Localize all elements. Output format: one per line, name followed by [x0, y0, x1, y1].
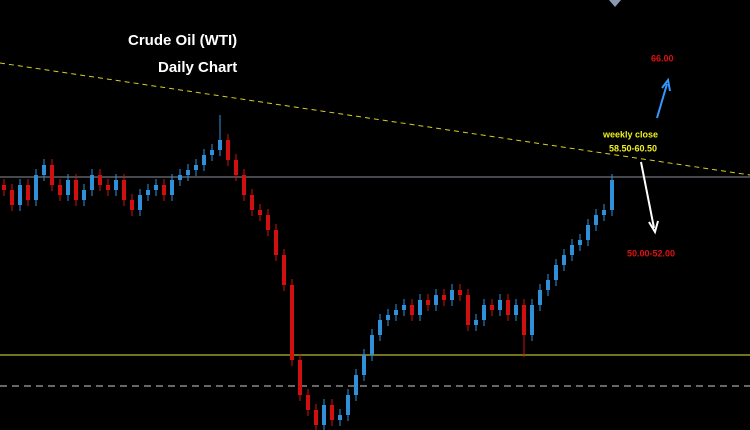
trend-line — [0, 62, 750, 176]
candle-body — [498, 300, 502, 310]
candle-body — [258, 210, 262, 215]
candle-body — [554, 265, 558, 280]
candle-body — [298, 360, 302, 395]
arrow-up — [656, 83, 668, 119]
candle-body — [458, 290, 462, 295]
arrow-down — [640, 161, 655, 229]
candle-body — [114, 180, 118, 190]
candle-body — [226, 140, 230, 160]
candle-body — [90, 175, 94, 190]
arrow-head — [661, 77, 671, 92]
candle-body — [530, 305, 534, 335]
chart-subtitle: Daily Chart — [158, 59, 237, 76]
target-label: 50.00-52.00 — [627, 248, 675, 258]
candle-body — [522, 305, 526, 335]
candle-body — [106, 185, 110, 190]
candle-body — [74, 180, 78, 200]
candle-body — [426, 300, 430, 305]
candle-body — [282, 255, 286, 285]
candle-body — [82, 190, 86, 200]
candle-body — [34, 175, 38, 200]
candle-body — [2, 185, 6, 190]
candle-body — [490, 305, 494, 310]
candle-body — [346, 395, 350, 415]
candle-body — [506, 300, 510, 315]
annotation: weekly close — [602, 129, 658, 139]
candle-body — [322, 405, 326, 425]
candle-body — [578, 240, 582, 245]
candle-body — [26, 185, 30, 200]
candle-body — [194, 165, 198, 170]
candle-body — [202, 155, 206, 165]
candle-body — [338, 415, 342, 420]
candles — [2, 115, 614, 430]
candle-body — [330, 405, 334, 420]
candle-body — [122, 180, 126, 200]
candle-body — [594, 215, 598, 225]
candle-body — [450, 290, 454, 300]
candle-body — [98, 175, 102, 185]
candle-body — [474, 320, 478, 325]
candle-body — [242, 175, 246, 195]
candle-body — [562, 255, 566, 265]
candle-body — [610, 180, 614, 210]
candle-body — [234, 160, 238, 175]
candle-body — [162, 185, 166, 195]
candle-body — [394, 310, 398, 315]
candle-body — [586, 225, 590, 240]
candle-body — [42, 165, 46, 175]
candle-body — [386, 315, 390, 320]
candle-body — [178, 175, 182, 180]
candle-body — [266, 215, 270, 230]
marker — [609, 0, 621, 7]
target-label: 66.00 — [651, 53, 674, 63]
candle-body — [170, 180, 174, 195]
candle-body — [378, 320, 382, 335]
candle-body — [538, 290, 542, 305]
candle-body — [146, 190, 150, 195]
candle-body — [186, 170, 190, 175]
candle-body — [154, 185, 158, 190]
candle-body — [18, 185, 22, 205]
candle-body — [274, 230, 278, 255]
candle-body — [482, 305, 486, 320]
candle-body — [370, 335, 374, 355]
candle-body — [250, 195, 254, 210]
candle-body — [50, 165, 54, 185]
candle-body — [362, 355, 366, 375]
candle-body — [210, 150, 214, 155]
candle-body — [402, 305, 406, 310]
candle-body — [410, 305, 414, 315]
chart-title: Crude Oil (WTI) — [128, 32, 237, 49]
candle-body — [354, 375, 358, 395]
candle-body — [66, 180, 70, 195]
candle-body — [570, 245, 574, 255]
candle-body — [466, 295, 470, 325]
candle-body — [138, 195, 142, 210]
arrow-head — [648, 220, 659, 235]
candle-body — [10, 190, 14, 205]
candle-body — [418, 300, 422, 315]
candle-body — [306, 395, 310, 410]
candle-body — [546, 280, 550, 290]
candle-body — [442, 295, 446, 300]
candle-body — [58, 185, 62, 195]
candle-body — [514, 305, 518, 315]
candle-body — [314, 410, 318, 425]
candle-body — [434, 295, 438, 305]
candle-body — [290, 285, 294, 360]
candle-body — [218, 140, 222, 150]
candle-body — [130, 200, 134, 210]
candle-body — [602, 210, 606, 215]
annotation: 58.50-60.50 — [609, 143, 657, 153]
